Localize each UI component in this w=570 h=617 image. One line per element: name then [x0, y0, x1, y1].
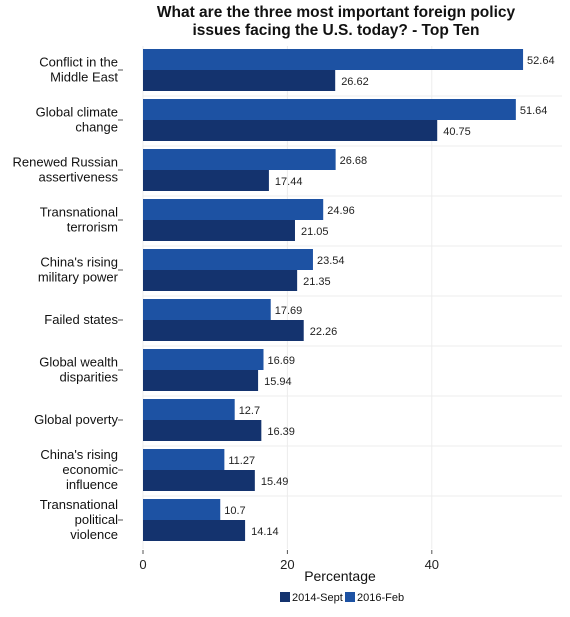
legend-swatch-2014-sept	[280, 592, 290, 602]
bar-2016-feb	[143, 449, 225, 470]
bar-2014-sept	[143, 370, 259, 391]
value-label-2014-sept: 15.94	[264, 376, 292, 388]
value-label-2016-feb: 26.68	[340, 155, 368, 167]
value-label-2016-feb: 17.69	[275, 305, 303, 317]
value-label-2016-feb: 10.7	[224, 505, 245, 517]
value-label-2014-sept: 40.75	[443, 126, 471, 138]
category-label: Middle East	[50, 70, 118, 85]
value-label-2016-feb: 12.7	[239, 405, 260, 417]
x-tick-label: 0	[139, 557, 146, 572]
bar-2016-feb	[143, 199, 324, 220]
category-label: economic	[62, 462, 118, 477]
value-label-2014-sept: 26.62	[341, 76, 369, 88]
category-label: Renewed Russian	[12, 155, 118, 170]
legend-label-2014-sept: 2014-Sept	[292, 592, 343, 604]
category-label: Conflict in the	[39, 55, 118, 70]
bar-2016-feb	[143, 349, 264, 370]
value-label-2014-sept: 14.14	[251, 526, 279, 538]
bar-2016-feb	[143, 49, 524, 70]
bar-2014-sept	[143, 520, 246, 541]
category-label: influence	[66, 477, 118, 492]
bar-2016-feb	[143, 149, 336, 170]
value-label-2016-feb: 52.64	[527, 55, 555, 67]
bar-2016-feb	[143, 99, 516, 120]
category-label: change	[75, 120, 118, 135]
value-label-2016-feb: 23.54	[317, 255, 345, 267]
bars-layer	[143, 49, 524, 541]
category-label: Transnational	[40, 497, 118, 512]
bar-2014-sept	[143, 70, 336, 91]
category-label: Global wealth	[39, 355, 118, 370]
category-label: China's rising	[40, 447, 118, 462]
legend-swatch-2016-feb	[345, 592, 355, 602]
value-label-2016-feb: 51.64	[520, 105, 548, 117]
value-label-2014-sept: 21.35	[303, 276, 331, 288]
chart-title-line-1: What are the three most important foreig…	[157, 4, 516, 21]
bar-2016-feb	[143, 399, 235, 420]
bar-2016-feb	[143, 499, 221, 520]
category-label: Transnational	[40, 205, 118, 220]
bar-2014-sept	[143, 270, 298, 291]
value-label-2014-sept: 17.44	[275, 176, 303, 188]
x-tick-label: 20	[280, 557, 294, 572]
category-label: China's rising	[40, 255, 118, 270]
bar-2014-sept	[143, 170, 269, 191]
bar-2014-sept	[143, 470, 255, 491]
category-label: military power	[38, 270, 119, 285]
value-label-2016-feb: 11.27	[228, 455, 255, 467]
bar-2016-feb	[143, 299, 271, 320]
bar-2014-sept	[143, 120, 438, 141]
value-label-2014-sept: 22.26	[310, 326, 338, 338]
category-label: Global climate	[36, 105, 118, 120]
bar-2014-sept	[143, 320, 304, 341]
category-label: assertiveness	[39, 170, 119, 185]
value-label-2014-sept: 15.49	[261, 476, 289, 488]
x-tick-label: 40	[425, 557, 439, 572]
category-label: Failed states	[44, 312, 118, 327]
value-label-2014-sept: 21.05	[301, 226, 329, 238]
legend-label-2016-feb: 2016-Feb	[357, 592, 404, 604]
bar-2014-sept	[143, 420, 262, 441]
category-label: terrorism	[67, 220, 118, 235]
chart-title-line-2: issues facing the U.S. today? - Top Ten	[192, 22, 479, 39]
x-axis-title: Percentage	[304, 568, 376, 584]
value-label-2016-feb: 16.69	[268, 355, 296, 367]
category-label: political	[75, 512, 118, 527]
bar-2014-sept	[143, 220, 295, 241]
bar-2016-feb	[143, 249, 313, 270]
category-label: disparities	[59, 370, 118, 385]
value-label-2016-feb: 24.96	[327, 205, 355, 217]
category-label: Global poverty	[34, 412, 118, 427]
category-label: violence	[70, 527, 118, 542]
legend: 2014-Sept 2016-Feb	[280, 592, 404, 604]
value-label-2014-sept: 16.39	[267, 426, 295, 438]
axis-layer: 0 20 40	[118, 69, 439, 572]
